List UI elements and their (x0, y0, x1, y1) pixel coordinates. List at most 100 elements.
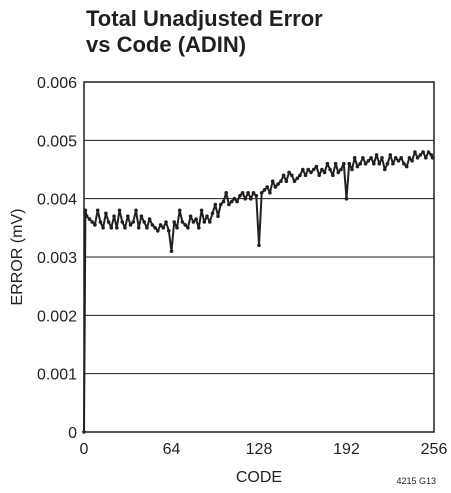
data-point (139, 214, 144, 218)
data-point (418, 153, 423, 157)
data-point (322, 170, 327, 175)
data-point (131, 220, 135, 224)
data-point (84, 214, 89, 218)
data-point (227, 202, 231, 207)
data-point (402, 161, 406, 166)
data-point (287, 170, 291, 175)
data-point (413, 150, 417, 154)
data-point (106, 220, 111, 224)
data-point (385, 161, 390, 166)
x-tick-label: 256 (421, 441, 448, 458)
data-point (407, 156, 412, 160)
data-point (295, 176, 300, 181)
data-point (191, 220, 196, 224)
y-tick-label: 0.001 (37, 367, 77, 384)
data-point (208, 220, 212, 224)
data-point (224, 191, 228, 195)
data-point (325, 161, 330, 166)
data-point (147, 217, 152, 221)
data-point (290, 173, 294, 178)
data-point (350, 167, 354, 172)
data-point (134, 208, 138, 213)
data-point (361, 156, 365, 160)
data-point (82, 430, 86, 434)
x-tick-label: 192 (333, 441, 360, 458)
data-point (328, 167, 332, 172)
y-axis-ticks: 0 0.001 0.002 0.003 0.004 0.005 0.006 (37, 75, 77, 442)
data-point (306, 167, 311, 172)
data-point (161, 226, 166, 230)
data-point (205, 214, 209, 218)
data-point (352, 156, 357, 160)
chart-title-line-2: vs Code (ADIN) (86, 32, 247, 57)
data-point (128, 223, 133, 227)
data-point (235, 199, 239, 204)
data-point (281, 173, 286, 178)
data-point (90, 220, 94, 224)
data-point (172, 220, 176, 224)
data-point (279, 179, 283, 183)
data-point (87, 217, 92, 221)
data-point (336, 170, 341, 175)
data-point (410, 159, 414, 163)
data-point (430, 156, 435, 160)
data-point (358, 161, 363, 166)
data-point (415, 156, 420, 160)
data-point (213, 202, 218, 207)
data-point (301, 167, 305, 172)
data-point (98, 220, 103, 224)
data-point (112, 214, 116, 218)
data-point (126, 214, 130, 218)
y-tick-label: 0.005 (37, 133, 77, 150)
y-tick-label: 0.003 (37, 250, 77, 267)
data-point (202, 220, 207, 224)
y-tick-label: 0.006 (37, 75, 77, 92)
y-tick-label: 0 (68, 425, 77, 442)
data-point (136, 226, 141, 230)
data-point (404, 164, 409, 169)
data-point (421, 150, 425, 154)
data-point (374, 153, 379, 157)
data-point (424, 156, 428, 160)
data-point (221, 199, 226, 204)
chart-title: Total Unadjusted Error vs Code (ADIN) (86, 6, 323, 58)
data-point (309, 170, 313, 175)
data-point (254, 194, 259, 198)
data-point (320, 167, 324, 172)
data-point (363, 161, 368, 166)
data-point (164, 220, 168, 224)
data-point (372, 161, 376, 166)
data-point (194, 217, 198, 221)
data-point (303, 173, 308, 178)
x-tick-label: 64 (163, 441, 181, 458)
data-point (380, 156, 384, 160)
data-point (153, 226, 157, 230)
data-point (109, 226, 114, 230)
data-point (377, 161, 382, 166)
x-tick-label: 128 (246, 441, 273, 458)
x-axis-ticks: 0 64 128 192 256 (80, 441, 448, 458)
data-point (180, 220, 185, 224)
data-point (347, 161, 352, 166)
data-point (331, 173, 335, 178)
y-tick-label: 0.002 (37, 308, 77, 325)
data-point (218, 202, 223, 207)
data-point (284, 179, 289, 183)
data-point (83, 208, 88, 213)
data-point (257, 243, 261, 248)
data-point (150, 223, 155, 227)
data-point (117, 208, 122, 213)
data-point (249, 196, 253, 201)
data-point (355, 164, 360, 169)
data-point (123, 226, 127, 230)
data-point (391, 161, 395, 166)
data-point (104, 211, 108, 216)
data-point (240, 191, 245, 195)
chart-title-line-1: Total Unadjusted Error (86, 6, 323, 31)
data-point (197, 226, 201, 230)
plot-frame (83, 81, 435, 433)
data-point (115, 226, 119, 230)
data-point (333, 161, 338, 166)
data-point (339, 167, 343, 172)
